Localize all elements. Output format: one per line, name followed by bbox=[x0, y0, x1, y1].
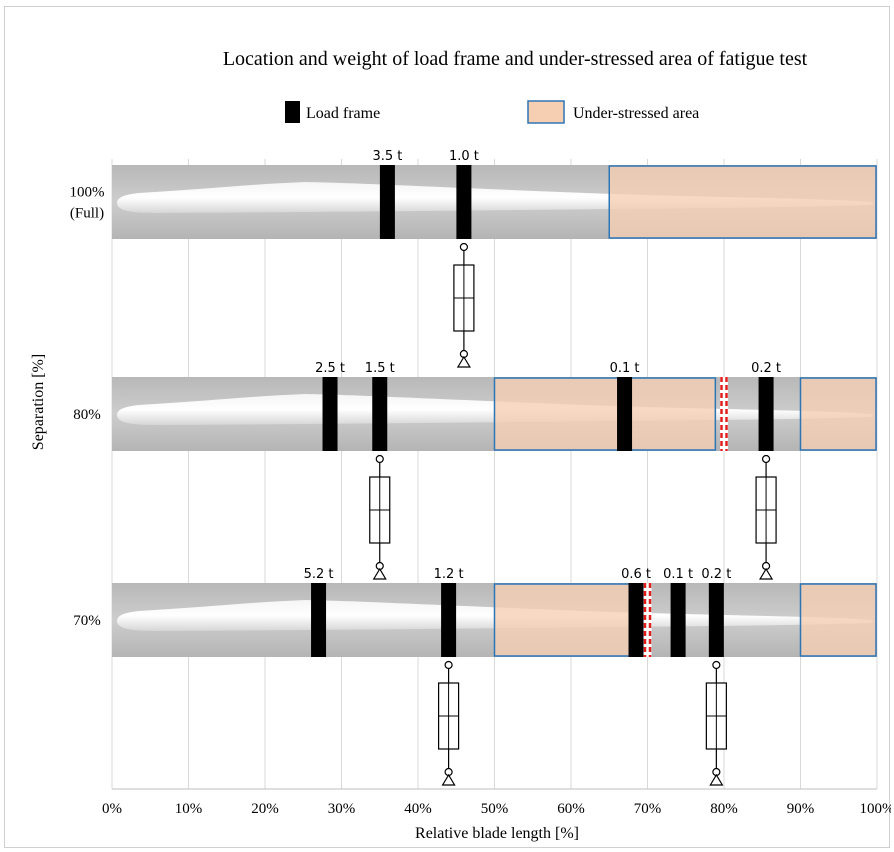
blade-row: 70% 5.2 t 1.2 t 0.6 t 0.1 t 0.2 t bbox=[73, 567, 877, 786]
load-frame-weight: 1.2 t bbox=[434, 567, 464, 582]
x-tick-label: 50% bbox=[481, 801, 509, 817]
legend-load-frame-swatch bbox=[285, 101, 300, 123]
actuator bbox=[369, 454, 391, 580]
load-frame bbox=[456, 165, 472, 239]
row-label: (Full) bbox=[70, 206, 104, 222]
load-frame bbox=[372, 377, 388, 451]
load-frame-weight: 0.2 t bbox=[701, 567, 731, 582]
actuator-support bbox=[709, 773, 724, 786]
actuator-top-hinge bbox=[375, 454, 384, 464]
chart-title: Location and weight of load frame and un… bbox=[223, 48, 808, 70]
x-tick-label: 20% bbox=[251, 801, 279, 817]
load-frame-weight: 0.2 t bbox=[751, 361, 781, 376]
actuator-support bbox=[759, 567, 774, 580]
load-frame bbox=[379, 165, 395, 239]
legend-load-frame-label: Load frame bbox=[306, 105, 380, 122]
x-tick-label: 70% bbox=[634, 801, 662, 817]
x-tick-label: 60% bbox=[557, 801, 585, 817]
x-tick-label: 100% bbox=[860, 801, 892, 817]
load-frame bbox=[628, 583, 644, 657]
row-label: 80% bbox=[73, 407, 101, 423]
legend-under-stressed-label: Under-stressed area bbox=[573, 105, 699, 122]
actuator-top-hinge bbox=[712, 660, 721, 670]
load-frame bbox=[322, 377, 338, 451]
y-axis-label: Separation [%] bbox=[30, 354, 47, 450]
load-frame-weight: 0.6 t bbox=[621, 567, 651, 582]
actuator-top-hinge bbox=[459, 242, 468, 252]
load-frame bbox=[708, 583, 724, 657]
under-stressed-area bbox=[608, 165, 877, 239]
load-frame-weight: 3.5 t bbox=[372, 149, 402, 164]
actuator-support bbox=[372, 567, 387, 580]
legend: Load frame Under-stressed area bbox=[285, 100, 699, 124]
legend-under-stressed-swatch bbox=[527, 100, 565, 124]
under-stressed-area bbox=[799, 377, 877, 451]
load-frame-weight: 0.1 t bbox=[610, 361, 640, 376]
x-tick-label: 40% bbox=[404, 801, 432, 817]
actuator bbox=[755, 454, 777, 580]
x-axis-label: Relative blade length [%] bbox=[415, 825, 579, 842]
grid-layer bbox=[111, 159, 878, 790]
x-tick-labels: 0% 10% 20% 30% 40% 50% 60% 70% 80% 90% 100% bbox=[102, 801, 891, 817]
x-tick-label: 0% bbox=[102, 801, 122, 817]
under-stressed-area bbox=[493, 377, 717, 451]
load-frame bbox=[617, 377, 633, 451]
load-frame bbox=[441, 583, 457, 657]
load-frame-weight: 0.1 t bbox=[663, 567, 693, 582]
actuator bbox=[438, 660, 460, 786]
under-stressed-area bbox=[493, 583, 636, 657]
chart-frame: Location and weight of load frame and un… bbox=[4, 6, 891, 848]
row-label: 70% bbox=[73, 613, 101, 629]
under-stressed-area bbox=[799, 583, 877, 657]
actuator-support bbox=[456, 355, 471, 368]
load-frame-weight: 5.2 t bbox=[304, 567, 334, 582]
actuator bbox=[705, 660, 727, 786]
load-frame bbox=[670, 583, 686, 657]
load-frame-weight: 2.5 t bbox=[315, 361, 345, 376]
x-tick-label: 10% bbox=[175, 801, 203, 817]
separation-gap bbox=[643, 583, 652, 657]
row-label: 100% bbox=[70, 185, 105, 201]
x-tick-label: 90% bbox=[787, 801, 815, 817]
separation-gap bbox=[720, 377, 728, 451]
actuator bbox=[453, 242, 475, 368]
actuator-top-hinge bbox=[444, 660, 453, 670]
actuator-support bbox=[441, 773, 456, 786]
load-frame-weight: 1.5 t bbox=[365, 361, 395, 376]
load-frame bbox=[311, 583, 327, 657]
blade-row: 100% (Full) 3.5 t 1.0 t bbox=[70, 149, 877, 368]
x-tick-label: 80% bbox=[710, 801, 738, 817]
blade-rows: 100% (Full) 3.5 t 1.0 t 80% 2.5 t 1.5 t 0.1 t 0.… bbox=[70, 149, 877, 786]
load-frame-weight: 1.0 t bbox=[449, 149, 479, 164]
actuator-top-hinge bbox=[761, 454, 771, 464]
blade-row: 80% 2.5 t 1.5 t 0.1 t 0.2 t bbox=[73, 361, 877, 580]
blade-fatigue-chart: Location and weight of load frame and un… bbox=[30, 48, 891, 842]
x-tick-label: 30% bbox=[328, 801, 356, 817]
load-frame bbox=[758, 377, 774, 451]
